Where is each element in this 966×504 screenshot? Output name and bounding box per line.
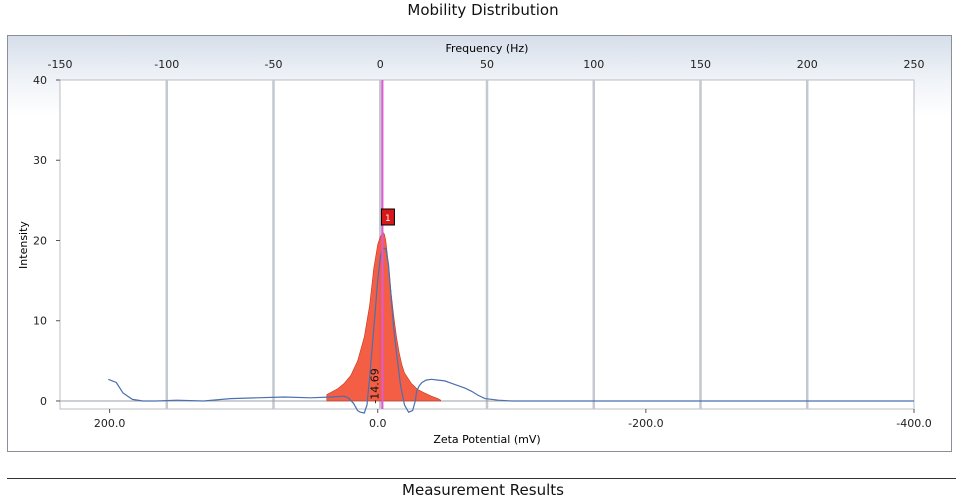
y-tick-label: 40: [33, 74, 47, 87]
distribution-line: [108, 247, 914, 414]
marker-value-label: -14.69: [368, 368, 381, 403]
top-tick-label: -50: [265, 58, 283, 71]
top-tick-label: -150: [48, 58, 73, 71]
top-axis-label: Frequency (Hz): [446, 42, 529, 55]
top-tick-label: 0: [377, 58, 384, 71]
section-title: Measurement Results: [402, 481, 564, 499]
line-series: [108, 247, 914, 414]
peak-badge-label: 1: [385, 214, 391, 224]
x-tick-label: -200.0: [628, 417, 663, 430]
top-axis-ticks: -150 -100 -50 0 50 100 150 200 250: [48, 58, 925, 71]
peak-marker[interactable]: -14.69 1: [368, 80, 395, 409]
top-tick-label: 100: [583, 58, 604, 71]
section-divider: [7, 478, 956, 479]
x-tick-label: 0.0: [369, 417, 387, 430]
top-tick-label: 50: [480, 58, 494, 71]
y-axis-label: Intensity: [17, 221, 30, 269]
top-tick-label: -100: [154, 58, 179, 71]
chart-title: Mobility Distribution: [407, 1, 559, 19]
x-axis-label: Zeta Potential (mV): [433, 433, 540, 446]
y-tick-label: 0: [40, 395, 47, 408]
x-axis-ticks: 200.0 0.0 -200.0 -400.0: [94, 409, 932, 430]
top-tick-label: 150: [690, 58, 711, 71]
top-tick-label: 200: [797, 58, 818, 71]
mobility-distribution-chart: -14.691 -150 -100 -50 0 50 100 150 200 250 200.0…: [17, 42, 932, 446]
y-axis-ticks: 0 10 20 30 40: [33, 74, 60, 408]
y-tick-label: 20: [33, 234, 47, 247]
y-tick-label: 30: [33, 154, 47, 167]
x-tick-label: -400.0: [896, 417, 931, 430]
peak-badge: [380, 208, 395, 226]
x-tick-label: 200.0: [94, 417, 126, 430]
top-tick-label: 250: [904, 58, 925, 71]
y-tick-label: 10: [33, 315, 47, 328]
